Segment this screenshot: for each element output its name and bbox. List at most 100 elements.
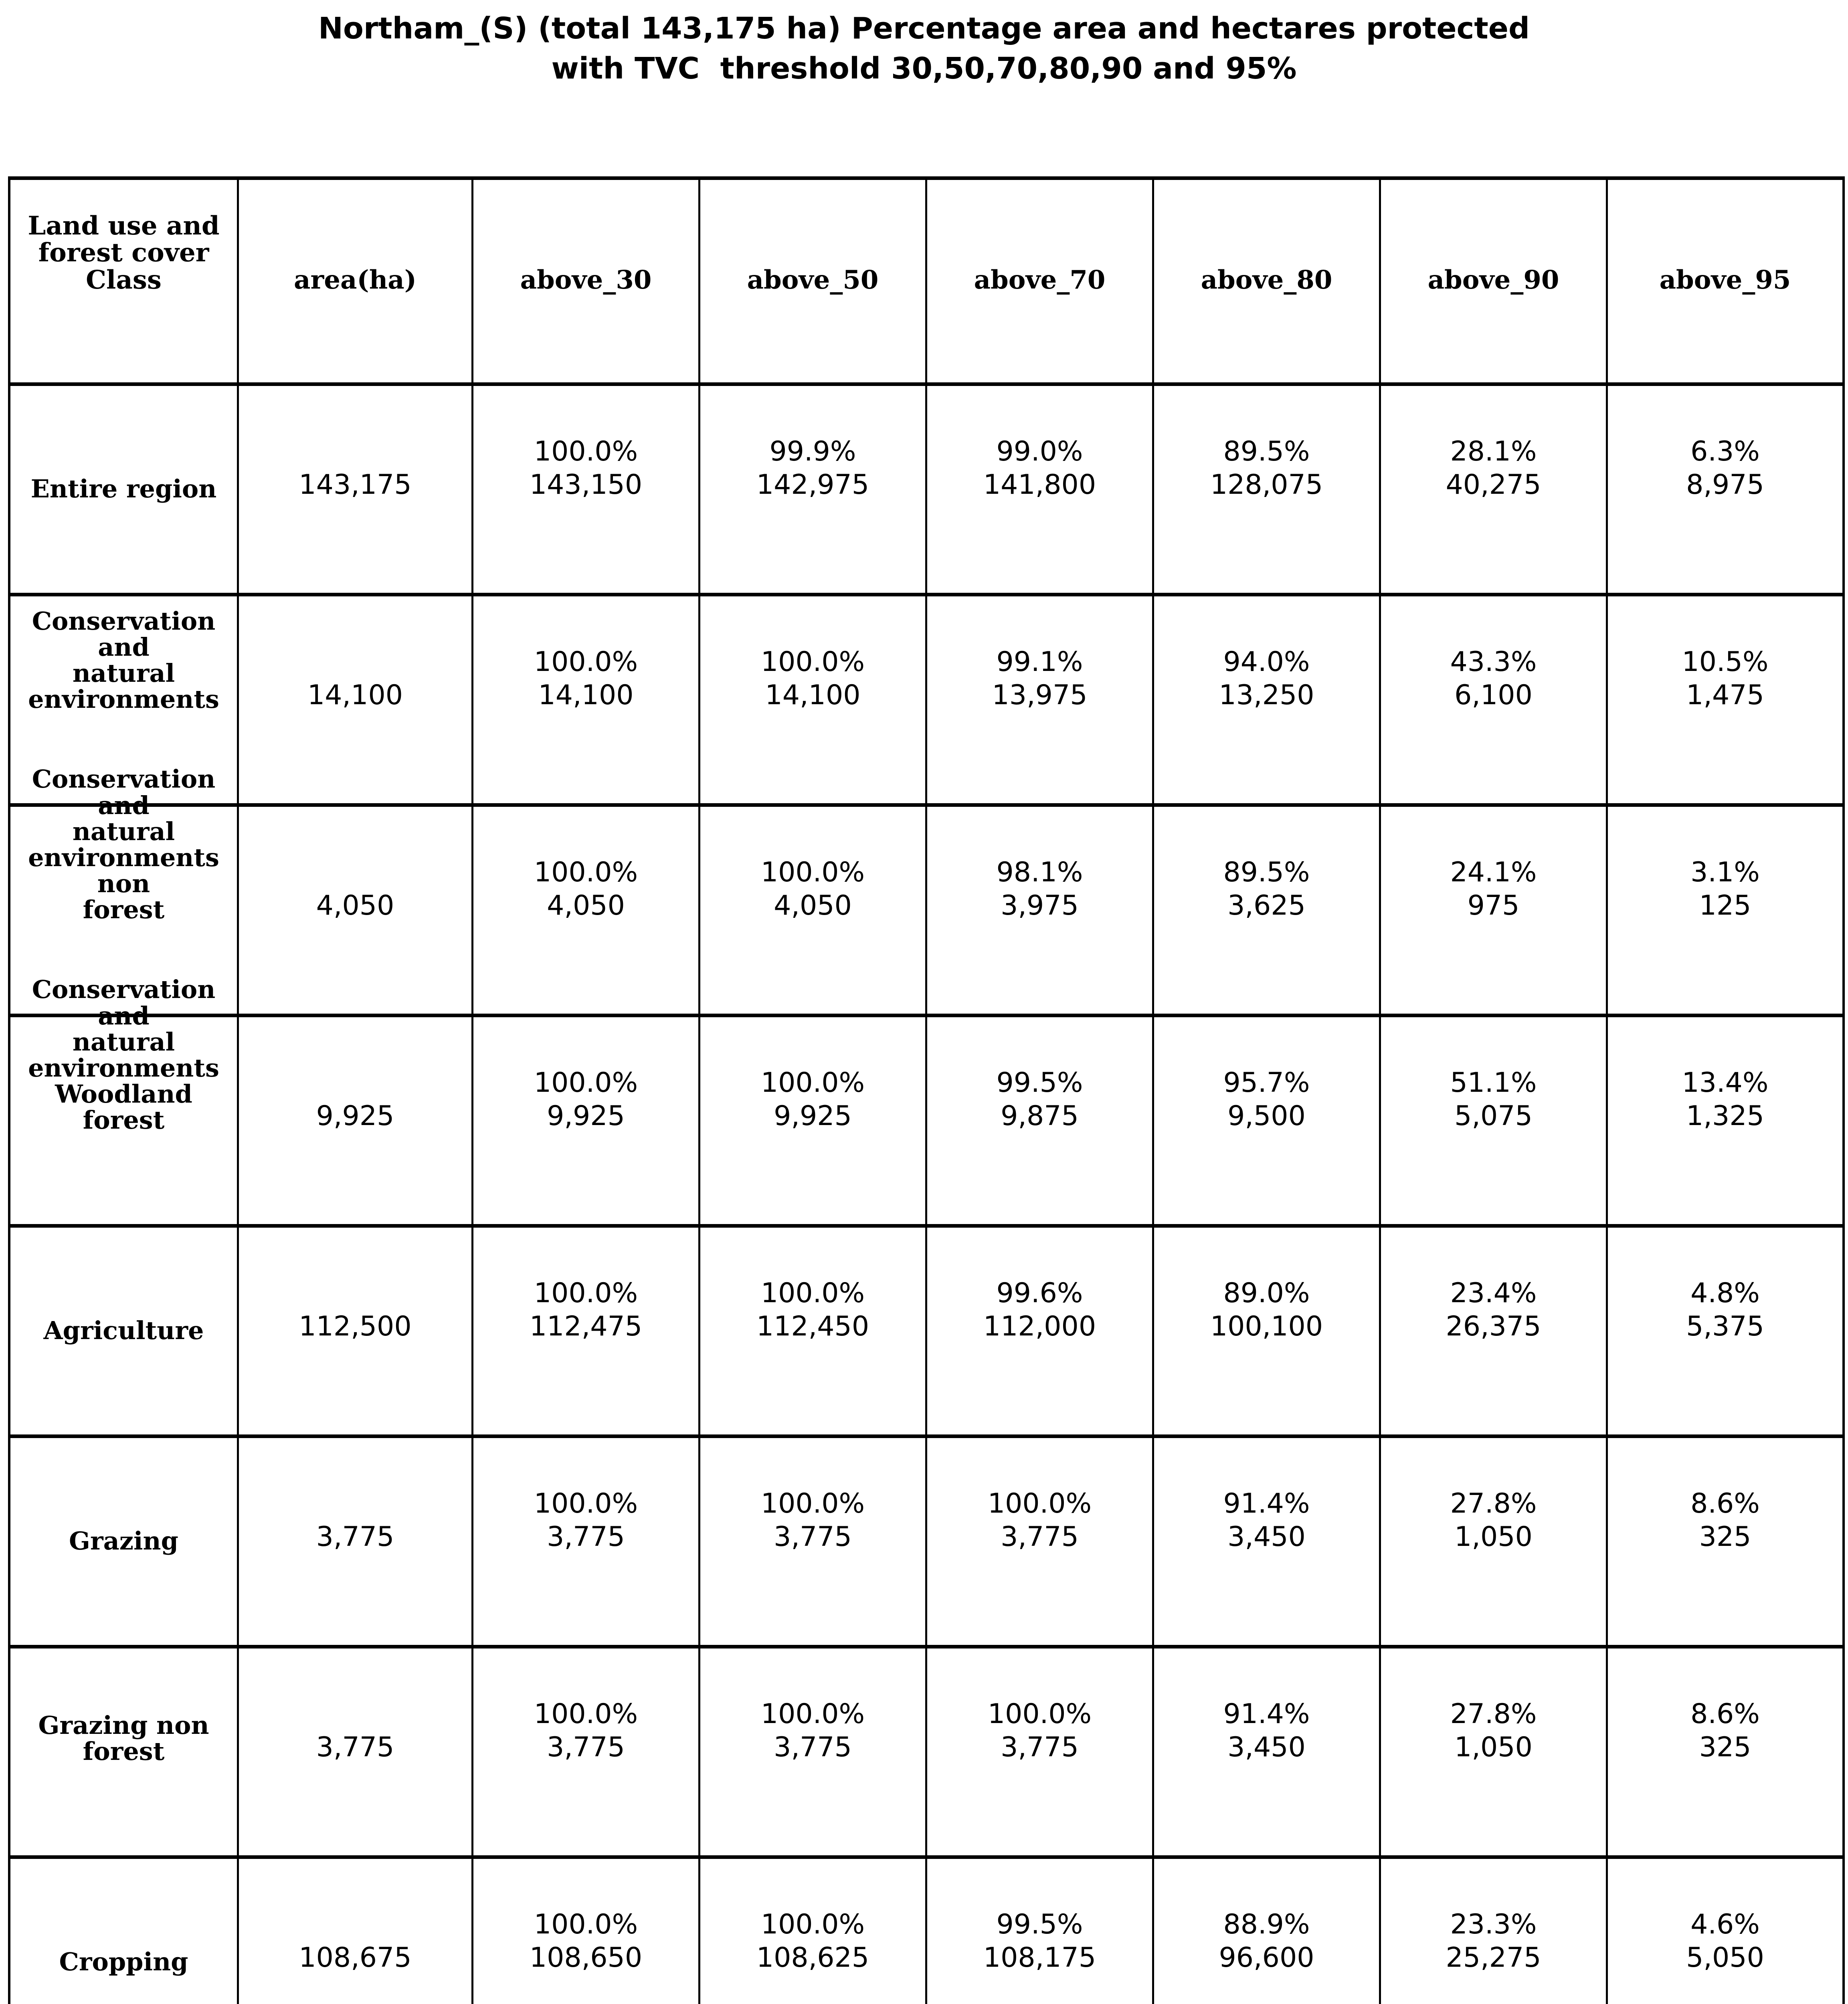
row-3-above-cell-0: 100.0% 9,925 bbox=[471, 1014, 698, 1224]
row-0-above-cell-5-num pct: 6.3% bbox=[1690, 436, 1760, 468]
row-1-above-cell-2: 99.1% 13,975 bbox=[925, 593, 1152, 803]
row-6-above-cell-3-num pct: 91.4% bbox=[1223, 1698, 1310, 1730]
row-1-class-label-text: Conservation and natural environments bbox=[28, 606, 219, 714]
row-3-area-cell: 9,925 bbox=[237, 1014, 471, 1224]
row-0-area-cell-text: 143,175 bbox=[299, 469, 412, 501]
row-6-area-cell-text: 3,775 bbox=[316, 1731, 394, 1764]
row-4-above-cell-0-num pct: 100.0% bbox=[534, 1277, 638, 1309]
row-7-class-label-text: Cropping bbox=[59, 1947, 188, 1976]
row-2-class-label-text: Conservation and natural environments no… bbox=[28, 764, 219, 924]
row-2-above-cell-2-num ha: 3,975 bbox=[1001, 890, 1079, 922]
row-2-above-cell-5: 3.1% 125 bbox=[1606, 803, 1842, 1014]
row-3-above-cell-2-num ha: 9,875 bbox=[1001, 1100, 1079, 1132]
row-0-above-cell-4: 28.1% 40,275 bbox=[1379, 382, 1606, 593]
row-0-above-cell-1-num pct: 99.9% bbox=[769, 436, 856, 468]
row-7-above-cell-4-num ha: 25,275 bbox=[1446, 1942, 1541, 1974]
row-6-above-cell-0-num pct: 100.0% bbox=[534, 1698, 638, 1730]
row-1-above-cell-0-num pct: 100.0% bbox=[534, 646, 638, 678]
row-0-above-cell-1-num ha: 142,975 bbox=[756, 469, 869, 501]
row-4-above-cell-0: 100.0% 112,475 bbox=[471, 1224, 698, 1434]
row-3-above-cell-5: 13.4% 1,325 bbox=[1606, 1014, 1842, 1224]
table: Land use and forest cover Class area(ha) a… bbox=[8, 176, 1845, 2004]
row-1-above-cell-4-num ha: 6,100 bbox=[1454, 679, 1533, 711]
row-5-above-cell-3-num ha: 3,450 bbox=[1227, 1521, 1306, 1553]
column-header-2-text: above_30 bbox=[520, 265, 652, 295]
row-0-above-cell-3-num ha: 128,075 bbox=[1210, 469, 1323, 501]
column-header-2: above_30 bbox=[471, 180, 698, 382]
row-2-class-label: Conservation and natural environments no… bbox=[10, 766, 237, 1014]
row-7-above-cell-4: 23.3% 25,275 bbox=[1379, 1855, 1606, 2004]
row-5-above-cell-5: 8.6% 325 bbox=[1606, 1434, 1842, 1645]
page-title-line1: Northam_(S) (total 143,175 ha) Percentag… bbox=[318, 11, 1530, 46]
row-5-above-cell-5-num ha: 325 bbox=[1699, 1521, 1751, 1553]
row-1-class-label: Conservation and natural environments bbox=[10, 593, 237, 803]
row-1-above-cell-0: 100.0% 14,100 bbox=[471, 593, 698, 803]
row-7-above-cell-0-num ha: 108,650 bbox=[529, 1942, 643, 1974]
row-3-above-cell-4: 51.1% 5,075 bbox=[1379, 1014, 1606, 1224]
row-2-above-cell-4: 24.1% 975 bbox=[1379, 803, 1606, 1014]
row-4-above-cell-0-num ha: 112,475 bbox=[529, 1311, 643, 1343]
row-0-above-cell-2-num pct: 99.0% bbox=[996, 436, 1083, 468]
row-6-above-cell-5-num pct: 8.6% bbox=[1690, 1698, 1760, 1730]
row-5-above-cell-0-num ha: 3,775 bbox=[547, 1521, 625, 1553]
row-4-above-cell-2: 99.6% 112,000 bbox=[925, 1224, 1152, 1434]
row-2-area-cell: 4,050 bbox=[237, 803, 471, 1014]
row-5-above-cell-3: 91.4% 3,450 bbox=[1152, 1434, 1379, 1645]
row-1-area-cell: 14,100 bbox=[237, 593, 471, 803]
row-0-above-cell-0-num pct: 100.0% bbox=[534, 436, 638, 468]
row-3-above-cell-1-num pct: 100.0% bbox=[760, 1067, 865, 1099]
row-4-above-cell-2-num pct: 99.6% bbox=[996, 1277, 1083, 1309]
row-0-above-cell-0: 100.0% 143,150 bbox=[471, 382, 698, 593]
row-2-above-cell-3-num ha: 3,625 bbox=[1227, 890, 1306, 922]
row-6-above-cell-4: 27.8% 1,050 bbox=[1379, 1645, 1606, 1855]
row-4-above-cell-1: 100.0% 112,450 bbox=[698, 1224, 925, 1434]
column-header-7: above_95 bbox=[1606, 180, 1842, 382]
row-1-above-cell-4-num pct: 43.3% bbox=[1450, 646, 1537, 678]
row-1-above-cell-5: 10.5% 1,475 bbox=[1606, 593, 1842, 803]
row-7-above-cell-3: 88.9% 96,600 bbox=[1152, 1855, 1379, 2004]
row-0-above-cell-2: 99.0% 141,800 bbox=[925, 382, 1152, 593]
row-3-above-cell-2-num pct: 99.5% bbox=[996, 1067, 1083, 1099]
row-3-class-label-text: Conservation and natural environments Wo… bbox=[28, 975, 219, 1135]
row-4-above-cell-3-num ha: 100,100 bbox=[1210, 1311, 1323, 1343]
column-header-6-text: above_90 bbox=[1427, 265, 1559, 295]
row-5-above-cell-4: 27.8% 1,050 bbox=[1379, 1434, 1606, 1645]
row-7-above-cell-5-num ha: 5,050 bbox=[1686, 1942, 1764, 1974]
row-5-above-cell-0-num pct: 100.0% bbox=[534, 1488, 638, 1520]
row-6-above-cell-0-num ha: 3,775 bbox=[547, 1731, 625, 1764]
row-6-above-cell-0: 100.0% 3,775 bbox=[471, 1645, 698, 1855]
row-5-above-cell-4-num pct: 27.8% bbox=[1450, 1488, 1537, 1520]
row-6-class-label-text: Grazing non forest bbox=[38, 1710, 209, 1766]
row-2-above-cell-4-num ha: 975 bbox=[1467, 890, 1520, 922]
row-5-above-cell-4-num ha: 1,050 bbox=[1454, 1521, 1533, 1553]
row-2-above-cell-5-num pct: 3.1% bbox=[1690, 857, 1760, 889]
row-0-above-cell-4-num ha: 40,275 bbox=[1446, 469, 1541, 501]
row-5-class-label: Grazing bbox=[10, 1434, 237, 1645]
row-6-above-cell-1: 100.0% 3,775 bbox=[698, 1645, 925, 1855]
row-5-above-cell-1: 100.0% 3,775 bbox=[698, 1434, 925, 1645]
row-2-above-cell-0-num ha: 4,050 bbox=[547, 890, 625, 922]
row-6-class-label: Grazing non forest bbox=[10, 1645, 237, 1855]
row-4-above-cell-5-num ha: 5,375 bbox=[1686, 1311, 1764, 1343]
row-0-above-cell-4-num pct: 28.1% bbox=[1450, 436, 1537, 468]
row-5-above-cell-2: 100.0% 3,775 bbox=[925, 1434, 1152, 1645]
row-7-area-cell-text: 108,675 bbox=[299, 1942, 412, 1974]
row-1-above-cell-4: 43.3% 6,100 bbox=[1379, 593, 1606, 803]
row-3-above-cell-1: 100.0% 9,925 bbox=[698, 1014, 925, 1224]
row-6-above-cell-2: 100.0% 3,775 bbox=[925, 1645, 1152, 1855]
row-4-above-cell-2-num ha: 112,000 bbox=[983, 1311, 1096, 1343]
row-0-above-cell-5-num ha: 8,975 bbox=[1686, 469, 1764, 501]
row-0-above-cell-3-num pct: 89.5% bbox=[1223, 436, 1310, 468]
column-header-7-text: above_95 bbox=[1659, 265, 1791, 295]
row-1-above-cell-1: 100.0% 14,100 bbox=[698, 593, 925, 803]
row-2-above-cell-2-num pct: 98.1% bbox=[996, 857, 1083, 889]
row-7-above-cell-2-num pct: 99.5% bbox=[996, 1909, 1083, 1941]
row-4-area-cell-text: 112,500 bbox=[299, 1311, 412, 1343]
row-5-area-cell-text: 3,775 bbox=[316, 1521, 394, 1553]
row-2-above-cell-5-num ha: 125 bbox=[1699, 890, 1751, 922]
row-3-above-cell-4-num pct: 51.1% bbox=[1450, 1067, 1537, 1099]
row-2-above-cell-1-num pct: 100.0% bbox=[760, 857, 865, 889]
row-2-above-cell-4-num pct: 24.1% bbox=[1450, 857, 1537, 889]
row-0-above-cell-5: 6.3% 8,975 bbox=[1606, 382, 1842, 593]
